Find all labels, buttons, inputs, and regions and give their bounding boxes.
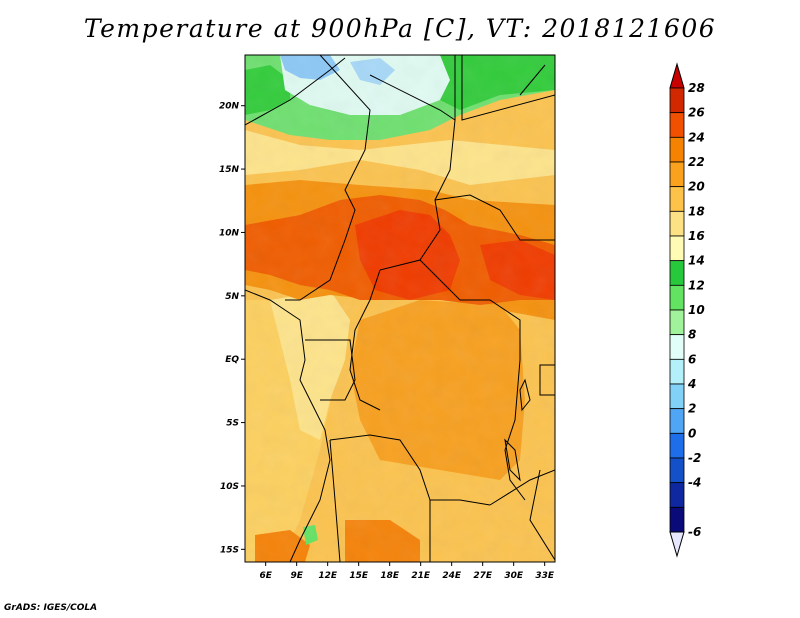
colorbar-segment (669, 358, 685, 385)
latitude-axis: 20N 15N 10N 5N EQ 5S 10S 15S (219, 102, 245, 555)
lon-tick-label: 33E (535, 571, 555, 581)
colorbar-segment (669, 506, 685, 533)
colorbar-segment (669, 112, 685, 138)
colorbar-label: -4 (688, 476, 701, 490)
colorbar-segment (669, 482, 685, 508)
colorbar-label: 14 (688, 254, 705, 268)
map-title: Temperature at 900hPa [C], VT: 201812160… (83, 14, 717, 43)
colorbar-label: 16 (688, 229, 705, 243)
colorbar-label: -2 (688, 451, 701, 465)
longitude-axis: 6E 9E 12E 15E 18E 21E 24E 27E 30E 33E (259, 562, 555, 581)
colorbar-segment (669, 87, 685, 114)
temperature-field (245, 55, 555, 562)
colorbar-label: 6 (688, 352, 696, 366)
lon-tick-label: 24E (442, 571, 462, 581)
lon-tick-label: 27E (473, 571, 493, 581)
colorbar-segment (669, 408, 685, 434)
lat-tick-label: 10S (220, 482, 239, 492)
noise-overlay (245, 55, 555, 562)
lon-tick-label: 6E (259, 571, 272, 581)
colorbar-segment (669, 210, 685, 237)
colorbar-label: -6 (688, 525, 701, 539)
colorbar-segment (669, 284, 685, 311)
lon-tick-label: 12E (318, 571, 338, 581)
lat-tick-label: EQ (225, 355, 239, 365)
lat-tick-label: 20N (219, 102, 240, 112)
colorbar-label: 20 (688, 180, 705, 194)
colorbar-segment (669, 235, 685, 262)
colorbar-label: 12 (688, 278, 705, 292)
colorbar-label: 8 (688, 328, 696, 342)
colorbar-segment (669, 383, 685, 410)
map-frame (244, 54, 556, 563)
lon-tick-label: 21E (411, 571, 431, 581)
colorbar-label: 28 (688, 81, 705, 95)
colorbar-label: 18 (688, 204, 705, 218)
lon-tick-label: 30E (504, 571, 524, 581)
colorbar-segment (669, 457, 685, 484)
lat-tick-label: 5N (225, 292, 239, 302)
colorbar-segment (669, 161, 685, 188)
colorbar-label: 10 (688, 303, 705, 317)
lat-tick-label: 15N (219, 165, 240, 175)
lat-tick-label: 15S (220, 545, 239, 555)
colorbar-segment (669, 334, 685, 360)
lat-tick-label: 5S (226, 419, 239, 429)
colorbar-label: 22 (688, 155, 705, 169)
colorbar-segment (669, 309, 685, 336)
lon-tick-label: 9E (290, 571, 303, 581)
colorbar-label: 24 (688, 130, 705, 144)
lon-tick-label: 18E (380, 571, 400, 581)
country-borders (245, 55, 555, 562)
colorbar-label: 2 (688, 402, 696, 416)
colorbar-bottom-arrow (669, 531, 685, 558)
colorbar-label: 26 (688, 106, 705, 120)
colorbar-label: 4 (687, 377, 696, 391)
lat-tick-label: 10N (219, 228, 240, 238)
colorbar-segment (669, 186, 685, 212)
lon-tick-label: 15E (349, 571, 369, 581)
colorbar-segment (669, 260, 685, 286)
colorbar-segment (669, 432, 685, 459)
colorbar-segment (669, 136, 685, 163)
colorbar-label: 0 (688, 426, 696, 440)
credit-label: GrADS: IGES/COLA (4, 603, 98, 613)
colorbar-top-arrow (669, 62, 685, 89)
